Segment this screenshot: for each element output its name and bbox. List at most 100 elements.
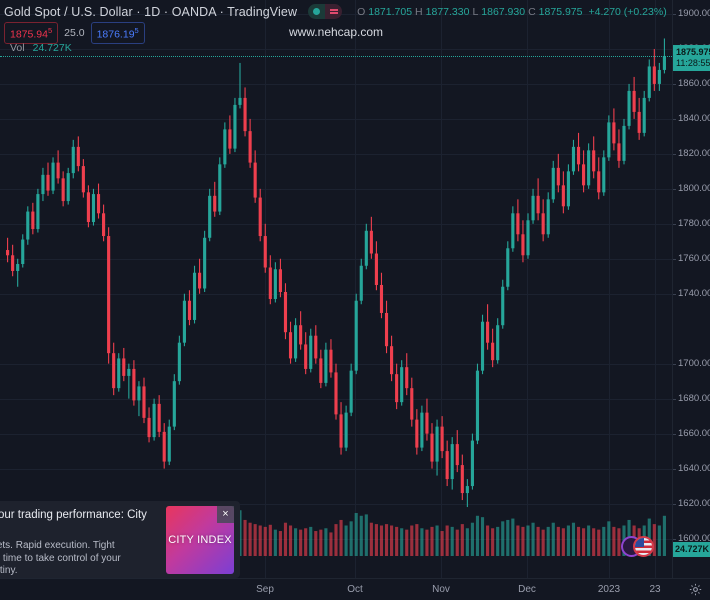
volume-bar xyxy=(531,522,535,556)
gridline-horizontal xyxy=(0,293,672,295)
volume-bar xyxy=(566,525,570,556)
candle-body xyxy=(334,372,338,415)
candle-body xyxy=(21,239,25,265)
volume-bar xyxy=(571,522,576,556)
time-axis-tick: Sep xyxy=(256,584,274,595)
candle-body xyxy=(465,486,469,494)
candle-body xyxy=(369,230,373,254)
volume-bar xyxy=(309,526,313,556)
volume-bar xyxy=(425,529,429,556)
candle-body xyxy=(415,419,419,448)
gridline-horizontal xyxy=(0,468,672,470)
volume-bar xyxy=(536,526,540,556)
candle-body xyxy=(319,358,323,383)
candle-body xyxy=(36,194,40,230)
gridline-horizontal xyxy=(0,258,672,260)
price-axis-tick: 1840.000 xyxy=(673,113,710,124)
gridline-vertical xyxy=(441,0,442,578)
ad-title-line1: rade your trading performance: City xyxy=(0,509,147,521)
candle-body xyxy=(450,444,454,480)
candle-body xyxy=(652,66,656,84)
candle-body xyxy=(132,368,136,401)
volume-bar xyxy=(349,521,353,556)
volume-bar xyxy=(652,524,656,556)
time-axis-tick: Nov xyxy=(432,584,450,595)
candle-body xyxy=(582,164,586,186)
time-axis-tick: 2023 xyxy=(597,584,621,595)
ad-body: + markets. Rapid execution. Tight ads. I… xyxy=(0,540,158,578)
candle-body xyxy=(642,97,646,133)
advertisement-overlay[interactable]: rade your trading performance: City x + … xyxy=(0,501,240,578)
candle-body xyxy=(273,269,277,299)
volume-bar xyxy=(516,525,520,556)
volume-bar xyxy=(400,528,404,556)
volume-bar xyxy=(486,525,490,556)
volume-bar xyxy=(415,524,419,556)
candle-body xyxy=(546,199,550,235)
close-icon[interactable]: × xyxy=(217,506,234,523)
candle-body xyxy=(137,386,141,401)
ad-brand-tile[interactable]: CITY INDEX × xyxy=(166,506,234,574)
price-axis-tick: 1820.000 xyxy=(673,148,710,159)
candle-body xyxy=(491,342,495,361)
candle-body xyxy=(268,267,272,299)
volume-bar xyxy=(455,529,459,556)
volume-bar xyxy=(506,519,510,556)
candle-body xyxy=(364,230,368,266)
volume-bar xyxy=(496,526,500,556)
candle-body xyxy=(46,174,50,191)
volume-bar xyxy=(541,529,545,556)
price-axis-tick: 1740.000 xyxy=(673,288,710,299)
candle-body xyxy=(445,451,449,480)
volume-bar xyxy=(592,528,596,556)
volume-bar xyxy=(324,528,328,556)
candle-body xyxy=(157,403,161,432)
candle-body xyxy=(299,325,303,345)
candle-body xyxy=(561,185,565,207)
candle-body xyxy=(486,321,490,343)
chart-plot-area[interactable] xyxy=(0,0,672,578)
volume-bar xyxy=(283,522,288,556)
candle-body xyxy=(637,111,641,133)
candle-body xyxy=(283,291,288,333)
volume-bar xyxy=(511,518,515,556)
candle-body xyxy=(182,300,186,343)
candle-body xyxy=(475,370,480,441)
candle-body xyxy=(258,197,262,237)
volume-bar xyxy=(576,526,581,556)
gridline-horizontal xyxy=(0,433,672,435)
time-axis-tick: Oct xyxy=(347,584,363,595)
volume-bar xyxy=(607,521,611,556)
settings-gear-icon[interactable] xyxy=(689,583,702,596)
candle-body xyxy=(91,194,96,223)
candle-body xyxy=(410,388,414,420)
volume-bar xyxy=(501,521,505,556)
volume-bar xyxy=(617,528,621,556)
candle-body xyxy=(248,131,252,163)
volume-bar xyxy=(314,531,318,556)
candle-body xyxy=(379,284,384,313)
candle-body xyxy=(243,97,247,132)
price-axis-tick: 1700.000 xyxy=(673,358,710,369)
gridline-horizontal xyxy=(0,48,672,50)
volume-bar xyxy=(475,515,480,556)
candle-body xyxy=(41,174,45,195)
gridline-horizontal xyxy=(0,83,672,85)
volume-bar xyxy=(379,525,384,556)
event-flag-markers[interactable] xyxy=(621,536,663,558)
candle-body xyxy=(344,412,348,448)
candle-body xyxy=(571,146,576,172)
candle-body xyxy=(324,349,328,383)
price-axis[interactable]: 1875.975 11:28:55 24.727K 1900.0001880.0… xyxy=(672,0,710,578)
candle-body xyxy=(617,143,621,161)
volume-bar xyxy=(602,526,606,556)
candle-body xyxy=(480,321,485,371)
volume-bar xyxy=(410,525,414,556)
candle-body xyxy=(501,286,505,326)
time-axis[interactable]: Sep Oct Nov Dec 2023 23 xyxy=(0,578,710,600)
volume-bar xyxy=(395,526,399,556)
candle-body xyxy=(531,195,535,221)
us-flag-icon[interactable] xyxy=(633,536,655,557)
candle-body xyxy=(223,129,227,165)
volume-bar xyxy=(460,524,464,556)
